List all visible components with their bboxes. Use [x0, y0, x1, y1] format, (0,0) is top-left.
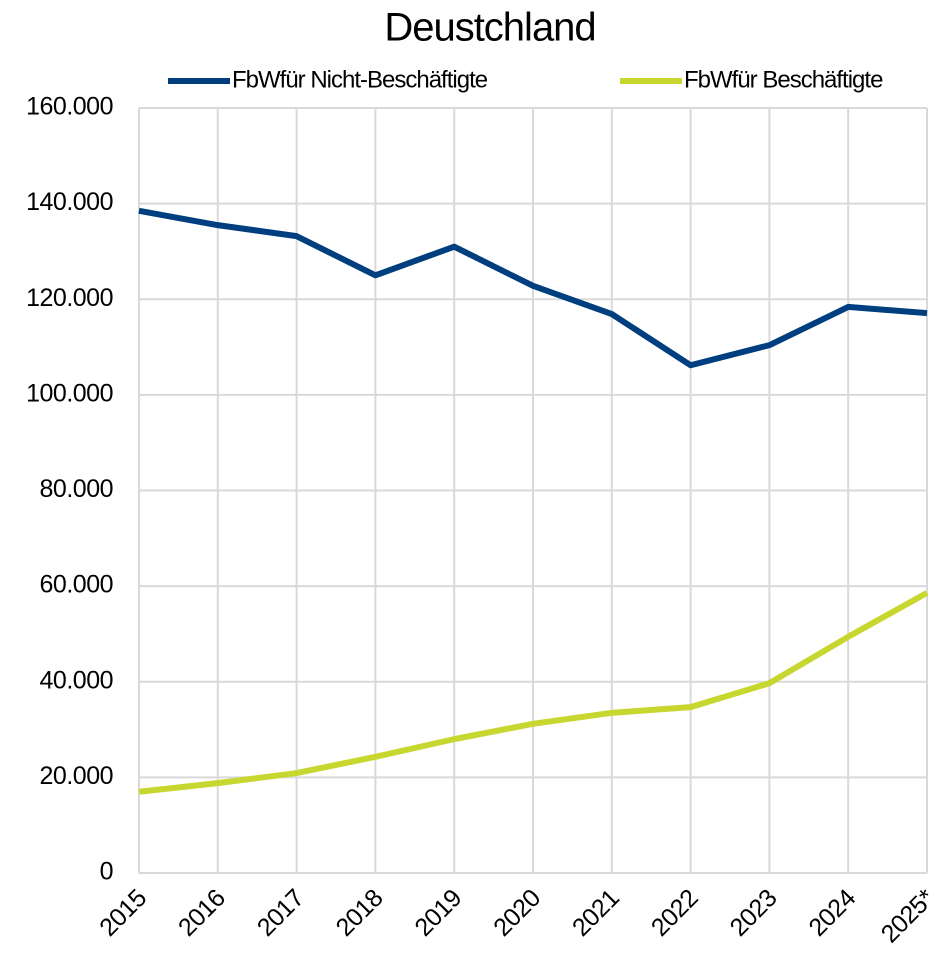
- y-tick-label: 0: [100, 858, 113, 886]
- x-tick-label: 2024: [803, 884, 861, 942]
- y-tick-label: 140.000: [26, 188, 113, 216]
- y-tick-label: 40.000: [40, 666, 113, 694]
- x-tick-label: 2022: [646, 884, 704, 942]
- x-tick-label: 2025*: [876, 884, 938, 949]
- series-line: [138, 207, 928, 369]
- y-tick-label: 20.000: [40, 762, 113, 790]
- series-line: [138, 590, 929, 795]
- x-tick-label: 2021: [567, 884, 625, 942]
- y-tick-label: 120.000: [26, 284, 113, 312]
- x-tick-label: 2016: [173, 884, 231, 942]
- y-tick-label: 160.000: [26, 93, 113, 121]
- x-tick-label: 2019: [409, 884, 467, 942]
- x-tick-label: 2017: [252, 884, 310, 942]
- x-tick-label: 2015: [94, 884, 152, 942]
- y-tick-label: 80.000: [40, 475, 113, 503]
- legend-label: FbWfür Beschäftigte: [684, 66, 883, 93]
- y-tick-label: 60.000: [40, 571, 113, 599]
- x-tick-label: 2020: [488, 884, 546, 942]
- x-tick-label: 2023: [725, 884, 783, 942]
- chart-title: Deustchland: [384, 6, 595, 50]
- legend-label: FbWfür Nicht-Beschäftigte: [232, 66, 488, 93]
- y-tick-label: 100.000: [26, 379, 113, 407]
- x-tick-label: 2018: [331, 884, 389, 942]
